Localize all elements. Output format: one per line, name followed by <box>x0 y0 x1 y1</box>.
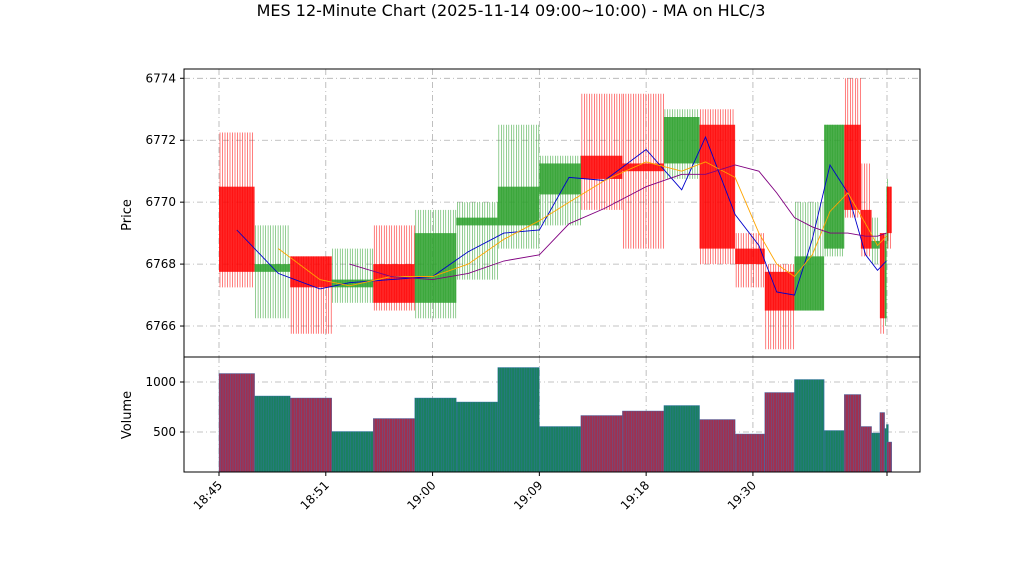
x-tick-label: 18:51 <box>298 478 332 512</box>
volume-frame <box>183 356 921 473</box>
price-tick-label: 6770 <box>145 195 176 209</box>
candle-body <box>414 233 457 303</box>
candle-body <box>871 240 880 249</box>
candle-body <box>860 209 872 249</box>
x-tick-label: 18:45 <box>191 478 225 512</box>
volume-bar <box>497 367 540 473</box>
volume-bar <box>539 426 582 473</box>
price-axis-label: Price <box>120 199 135 231</box>
moving-average-line <box>349 164 887 281</box>
volume-bar <box>794 379 825 473</box>
volume-bar <box>580 415 623 473</box>
candle-body <box>290 256 332 288</box>
volume-bar <box>373 418 415 473</box>
candle-body <box>794 256 825 311</box>
volume-bar <box>289 397 332 473</box>
volume-axis-label: Volume <box>120 391 135 439</box>
x-tick-label: 19:00 <box>404 478 438 512</box>
chart-title: MES 12-Minute Chart (2025-11-14 09:00~10… <box>257 1 766 20</box>
moving-average-line <box>278 161 887 287</box>
volume-bar <box>414 397 457 473</box>
candle-body <box>219 186 255 272</box>
candle-body <box>373 264 415 303</box>
candle-body <box>879 233 885 319</box>
price-panel: 6766 6768 6770 6772 6774 <box>145 68 921 358</box>
price-tick-label: 6766 <box>145 319 176 333</box>
price-tick-label: 6772 <box>145 133 176 147</box>
candle-body <box>844 124 861 210</box>
volume-tick-label: 500 <box>153 425 176 439</box>
volume-panel: 500 1000 <box>145 356 921 473</box>
volume-bar <box>734 433 765 473</box>
candle-body <box>764 271 795 311</box>
volume-bar <box>456 401 499 473</box>
x-tick-label: 19:18 <box>618 478 652 512</box>
volume-bar <box>699 419 736 473</box>
volume-bar <box>764 392 795 473</box>
x-tick-label: 19:30 <box>725 478 759 512</box>
price-tick-label: 6774 <box>145 71 176 85</box>
volume-bar <box>663 405 700 473</box>
volume-bar <box>218 373 255 473</box>
volume-bar <box>622 410 665 473</box>
candle-body <box>622 163 664 172</box>
candle-body <box>884 240 887 319</box>
candle-body <box>254 264 291 272</box>
volume-bar <box>331 431 374 473</box>
candle-body <box>331 279 374 288</box>
volume-bar <box>823 430 845 473</box>
x-tick-label: 19:09 <box>511 478 545 512</box>
x-axis: 18:45 18:51 19:00 19:09 19:18 19:30 <box>191 472 888 513</box>
candle-body <box>824 124 845 249</box>
volume-bar <box>254 395 291 473</box>
candle-body <box>456 217 498 226</box>
moving-average-line <box>236 135 887 296</box>
candle-body <box>497 186 540 226</box>
candle-body <box>539 163 581 195</box>
candle-body <box>580 155 623 179</box>
volume-tick-label: 1000 <box>145 375 176 389</box>
candle-body <box>699 124 736 249</box>
candle-body <box>887 186 892 234</box>
candle-body <box>663 117 700 164</box>
candle-body <box>735 248 765 265</box>
price-tick-label: 6768 <box>145 257 176 271</box>
